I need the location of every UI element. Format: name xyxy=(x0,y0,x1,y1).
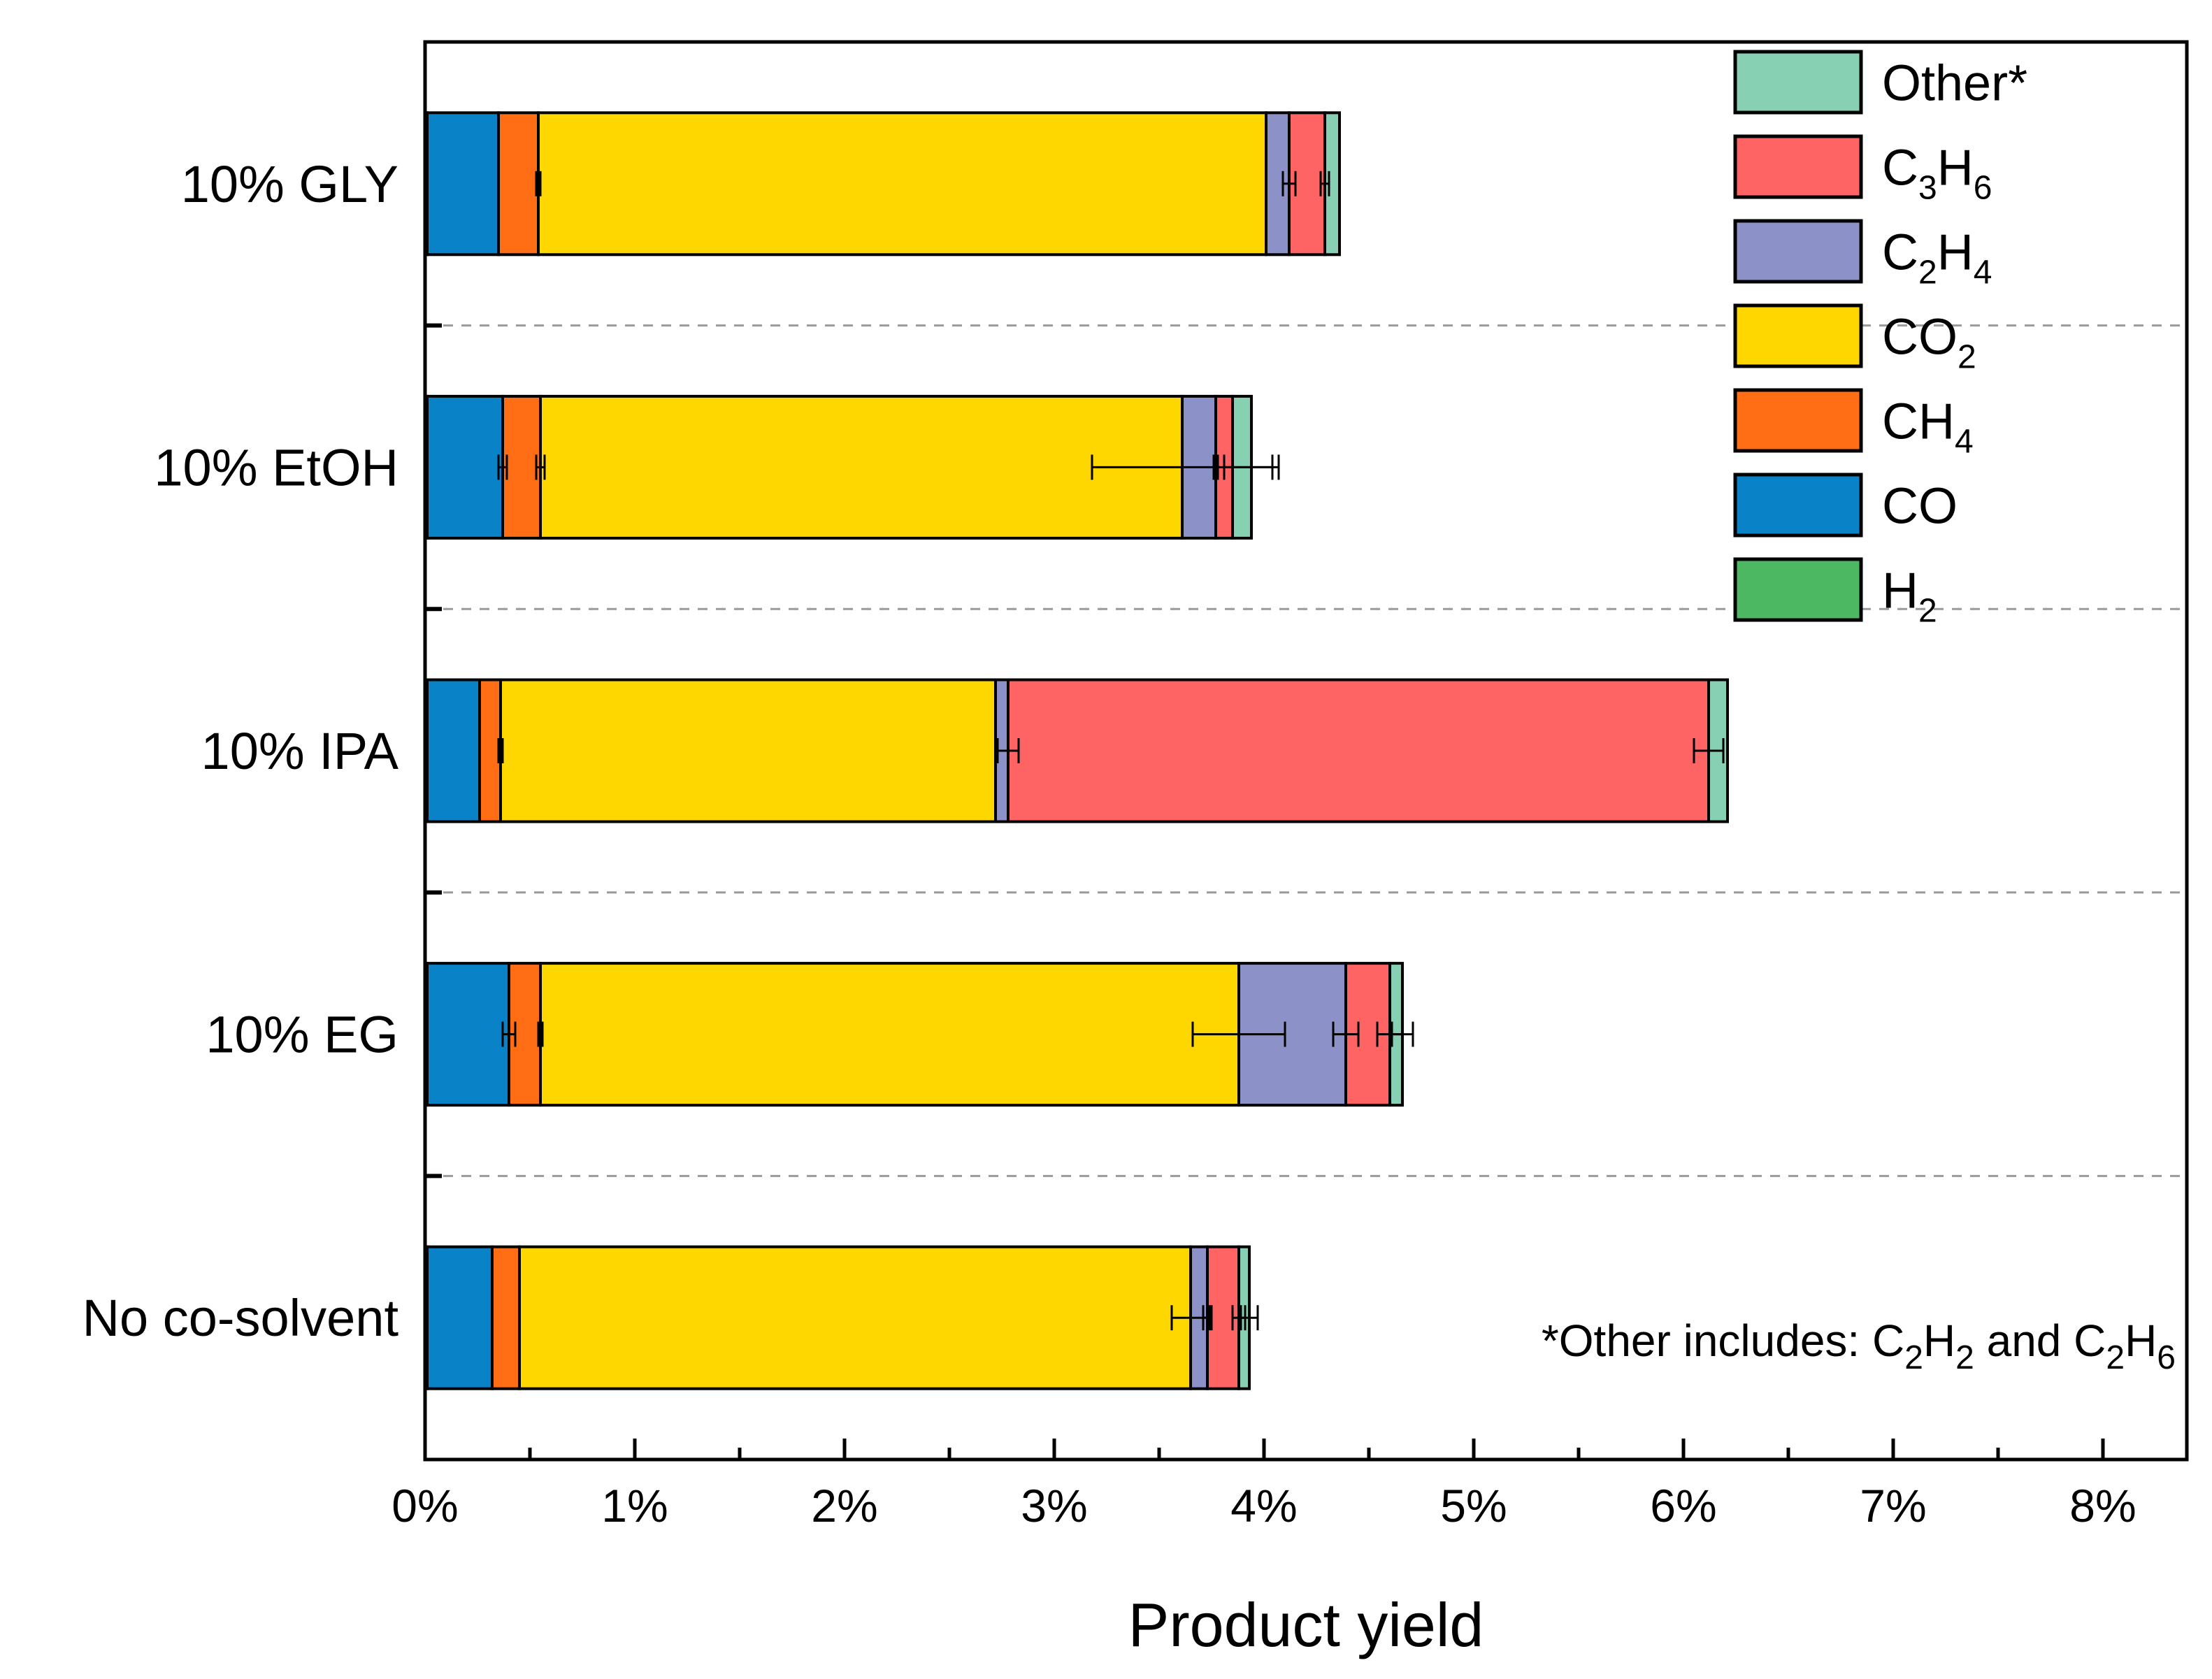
legend-label-h2: H2 xyxy=(1882,563,1937,630)
errorbar-ch4-10-eg xyxy=(537,1021,544,1047)
footnote-c2h6-sub1: 2 xyxy=(2106,1339,2125,1376)
x-tick-label-2: 2% xyxy=(811,1480,877,1532)
plot-frame xyxy=(423,40,2189,1462)
bar-ch4-10-etoh xyxy=(501,394,542,540)
category-labels: 10% GLY 10% EtOH 10% IPA 10% EG No co-solven… xyxy=(82,155,399,1347)
bar-co-10-gly xyxy=(426,111,500,257)
category-label-no-co-solvent: No co-solvent xyxy=(82,1289,399,1347)
y-axis-ticks xyxy=(425,323,442,1179)
bar-ch4-10-gly xyxy=(497,111,540,257)
category-label-10-ipa: 10% IPA xyxy=(201,722,399,780)
footnote-c2h6-sub2: 6 xyxy=(2157,1339,2176,1376)
legend-swatch-co xyxy=(1733,473,1863,538)
legend-swatch-other xyxy=(1733,50,1863,115)
bar-co2-10-eg xyxy=(539,962,1240,1107)
category-label-10-gly: 10% GLY xyxy=(181,155,398,213)
legend-label-other: Other* xyxy=(1882,56,2027,112)
legend-label-co2: CO2 xyxy=(1882,310,1976,376)
legend-item-co2: CO2 xyxy=(1733,303,1976,376)
footnote-c2h6-c: C xyxy=(2074,1316,2106,1366)
legend-item-ch4: CH4 xyxy=(1733,388,1974,461)
legend-swatch-ch4 xyxy=(1733,388,1863,453)
bar-co-no-co-solvent xyxy=(426,1245,494,1390)
footnote-c2h2-h: H xyxy=(1923,1316,1955,1366)
errorbar-ch4-10-etoh xyxy=(535,454,546,480)
category-label-10-eg: 10% EG xyxy=(206,1006,398,1064)
x-tick-label-5: 5% xyxy=(1440,1480,1507,1532)
bar-co2-10-ipa xyxy=(499,678,997,823)
x-axis-title: Product yield xyxy=(1128,1590,1484,1659)
legend-item-c2h4: C2H4 xyxy=(1733,219,1992,291)
errorbar-co-10-eg xyxy=(501,1021,517,1047)
errorbar-c3h6-10-gly xyxy=(1319,171,1330,196)
errorbar-ch4-10-gly xyxy=(535,171,542,196)
bar-c3h6-10-ipa xyxy=(1007,678,1710,823)
x-axis-ticks: 0% 1% 2% 3% 4% 5% 6% 7% 8% xyxy=(392,1439,2136,1532)
footnote-c2h2-sub2: 2 xyxy=(1955,1339,1974,1376)
errorbar-c2h4-10-gly xyxy=(1281,171,1297,196)
legend-swatch-h2 xyxy=(1733,557,1863,622)
x-tick-label-0: 0% xyxy=(392,1480,458,1532)
errorbar-c2h4-10-eg xyxy=(1332,1021,1360,1047)
legend-swatch-c3h6 xyxy=(1733,134,1863,199)
legend-label-ch4: CH4 xyxy=(1882,394,1974,461)
legend-swatch-co2 xyxy=(1733,303,1863,368)
footnote-c2h6-h: H xyxy=(2125,1316,2157,1366)
footnote-c2h2-c: C xyxy=(1872,1316,1904,1366)
errorbar-co-10-etoh xyxy=(497,454,508,480)
bar-co2-10-gly xyxy=(537,111,1267,257)
bar-co2-10-etoh xyxy=(539,394,1184,540)
errorbars-layer xyxy=(497,171,1725,1331)
footnote: *Other includes: C2H2 and C2H6 xyxy=(1542,1316,2176,1376)
category-label-10-etoh: 10% EtOH xyxy=(154,438,398,496)
x-tick-label-4: 4% xyxy=(1230,1480,1297,1532)
legend-item-co: CO xyxy=(1733,473,1958,538)
x-tick-label-7: 7% xyxy=(1860,1480,1926,1532)
x-tick-label-6: 6% xyxy=(1650,1480,1716,1532)
bar-co-10-eg xyxy=(426,962,510,1107)
bar-ch4-no-co-solvent xyxy=(491,1245,521,1390)
errorbar-other-10-eg xyxy=(1391,1021,1414,1047)
legend-item-c3h6: C3H6 xyxy=(1733,134,1992,207)
errorbar-c2h4-no-co-solvent xyxy=(1202,1305,1213,1331)
bar-co-10-ipa xyxy=(426,678,481,823)
errorbar-other-no-co-solvent xyxy=(1240,1305,1259,1331)
bar-co2-no-co-solvent xyxy=(518,1245,1192,1390)
errorbar-c3h6-10-ipa xyxy=(1693,738,1725,763)
legend-label-c2h4: C2H4 xyxy=(1882,225,1992,291)
errorbar-c2h4-10-etoh xyxy=(1212,454,1219,480)
footnote-prefix: *Other includes: xyxy=(1542,1316,1872,1366)
category-separators xyxy=(425,324,2187,1177)
legend-swatch-c2h4 xyxy=(1733,219,1863,284)
errorbar-co2-10-eg xyxy=(1191,1021,1286,1047)
errorbar-c2h4-10-ipa xyxy=(996,738,1020,763)
footnote-c2h2-sub1: 2 xyxy=(1904,1339,1923,1376)
legend-label-c3h6: C3H6 xyxy=(1882,140,1992,207)
x-tick-label-8: 8% xyxy=(2069,1480,2136,1532)
errorbar-other-10-etoh xyxy=(1223,454,1280,480)
errorbar-ch4-10-ipa xyxy=(497,738,504,763)
legend-item-h2: H2 xyxy=(1733,557,1937,630)
legend-item-other: Other* xyxy=(1733,50,2027,115)
legend: Other* C3H6 C2H4 CO2 CH4 CO H2 xyxy=(1733,50,2027,630)
bar-co-10-etoh xyxy=(426,394,504,540)
footnote-joiner: and xyxy=(1974,1316,2074,1366)
x-tick-label-3: 3% xyxy=(1021,1480,1087,1532)
x-tick-label-1: 1% xyxy=(601,1480,668,1532)
legend-label-co: CO xyxy=(1882,479,1958,535)
